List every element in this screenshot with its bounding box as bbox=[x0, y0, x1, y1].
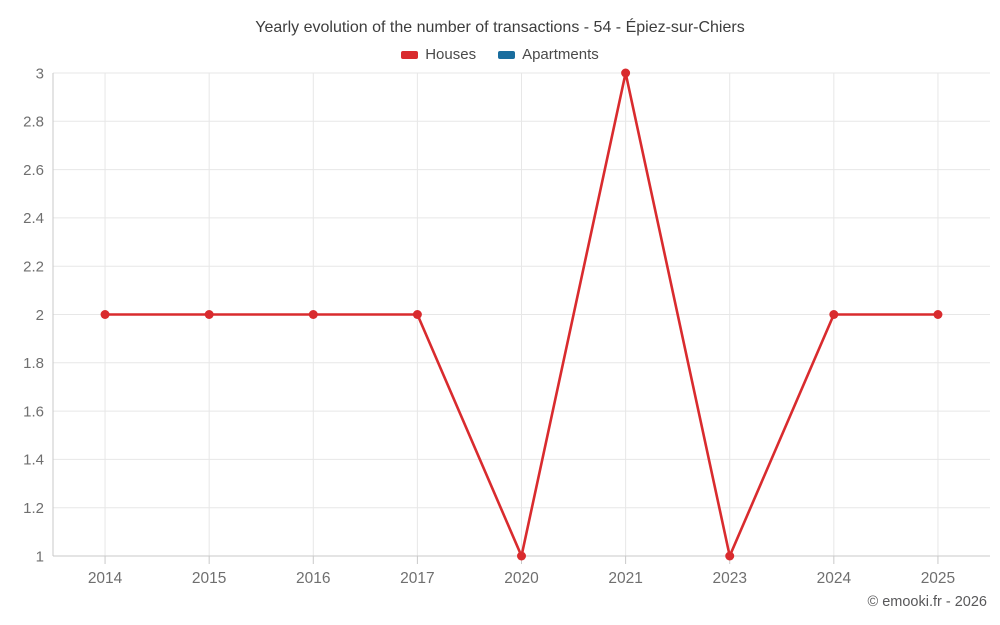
y-axis-label: 2.2 bbox=[23, 258, 44, 275]
x-axis-label: 2023 bbox=[712, 570, 746, 587]
x-axis-labels: 2014 2015 2016 2017 2020 2021 2023 2024 2025 bbox=[88, 570, 955, 587]
houses-series-swatch bbox=[401, 50, 419, 59]
series-houses bbox=[100, 68, 943, 561]
data-point-houses-2017[interactable] bbox=[412, 310, 422, 319]
legend-label-houses: Houses bbox=[425, 46, 477, 63]
y-axis-label: 1.8 bbox=[23, 355, 44, 372]
data-point-houses-2014[interactable] bbox=[100, 310, 110, 319]
y-axis-label: 1.6 bbox=[23, 403, 44, 420]
legend-item-houses[interactable]: Houses bbox=[401, 46, 476, 63]
x-axis-label: 2016 bbox=[296, 570, 330, 587]
x-axis-label: 2021 bbox=[608, 570, 642, 587]
data-point-houses-2024[interactable] bbox=[829, 310, 839, 319]
y-axis-label: 1.2 bbox=[23, 500, 44, 517]
x-axis-label: 2015 bbox=[192, 570, 226, 587]
data-point-houses-2023[interactable] bbox=[725, 551, 735, 561]
data-point-houses-2016[interactable] bbox=[308, 310, 318, 319]
gridlines bbox=[53, 72, 990, 557]
y-axis-label: 2.8 bbox=[23, 114, 44, 131]
y-axis-label: 2 bbox=[36, 307, 44, 324]
data-point-houses-2020[interactable] bbox=[517, 551, 526, 561]
chart-title: Yearly evolution of the number of transa… bbox=[255, 19, 745, 36]
x-axis-label: 2024 bbox=[817, 570, 852, 587]
copyright: © emooki.fr - 2026 bbox=[867, 594, 987, 610]
legend-label-apartments: Apartments bbox=[522, 46, 599, 63]
y-axis-label: 2.4 bbox=[23, 210, 44, 227]
y-axis-label: 2.6 bbox=[23, 162, 44, 179]
x-axis-label: 2017 bbox=[400, 570, 434, 587]
data-point-houses-2025[interactable] bbox=[933, 310, 943, 319]
data-point-houses-2021[interactable] bbox=[621, 68, 631, 78]
x-axis-label: 2020 bbox=[504, 570, 539, 587]
y-axis-label: 1.4 bbox=[23, 452, 44, 469]
apartments-series-swatch bbox=[498, 50, 516, 59]
x-axis-label: 2025 bbox=[921, 570, 955, 587]
legend-item-apartments[interactable]: Apartments bbox=[498, 46, 599, 63]
x-axis-label: 2014 bbox=[88, 570, 123, 587]
y-axis-label: 1 bbox=[36, 548, 44, 565]
data-point-houses-2015[interactable] bbox=[204, 310, 214, 319]
legend: Houses Apartments bbox=[0, 46, 1000, 63]
y-axis-label: 3 bbox=[36, 65, 44, 82]
y-axis-labels: 1 1.2 1.4 1.6 1.8 2 2.2 2.4 2.6 2.8 3 bbox=[23, 65, 44, 565]
